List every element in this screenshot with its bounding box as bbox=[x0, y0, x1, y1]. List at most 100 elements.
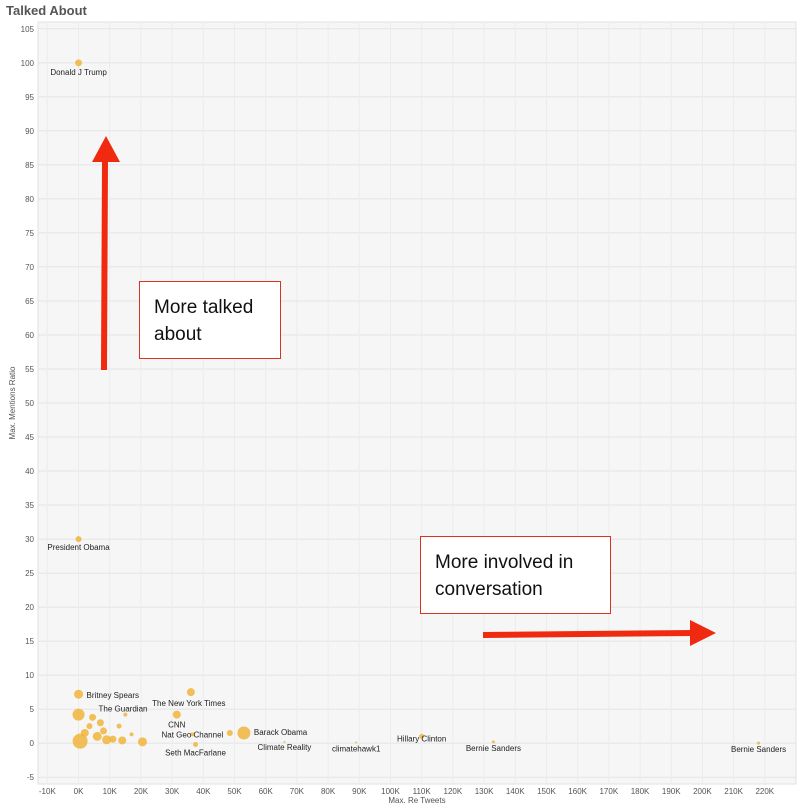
annotation-text: More talked about bbox=[154, 297, 254, 345]
y-tick-label: 100 bbox=[21, 59, 35, 68]
x-tick-label: 120K bbox=[444, 787, 463, 796]
annotation-text: More involved in conversation bbox=[435, 552, 574, 600]
x-tick-label: 210K bbox=[724, 787, 743, 796]
point-label: The New York Times bbox=[152, 699, 225, 708]
x-tick-label: 180K bbox=[631, 787, 650, 796]
data-point bbox=[226, 729, 233, 736]
y-tick-label: 30 bbox=[25, 535, 34, 544]
data-point bbox=[123, 712, 128, 717]
point-label: The Guardian bbox=[99, 705, 148, 714]
data-point bbox=[193, 742, 199, 748]
x-tick-label: 200K bbox=[693, 787, 712, 796]
data-point bbox=[491, 740, 495, 744]
point-label: President Obama bbox=[47, 543, 110, 552]
y-tick-label: 65 bbox=[25, 297, 34, 306]
annotation-more-involved: More involved in conversation bbox=[420, 536, 611, 614]
data-point bbox=[74, 689, 84, 699]
point-label: Nat Geo Channel bbox=[161, 730, 223, 739]
y-tick-label: 40 bbox=[25, 467, 34, 476]
data-point bbox=[96, 719, 104, 727]
title-bar: Talked About bbox=[0, 0, 800, 22]
point-label: Bernie Sanders bbox=[731, 745, 786, 754]
arrow-right-shaft bbox=[482, 630, 695, 638]
y-tick-label: 85 bbox=[25, 161, 34, 170]
x-tick-label: 40K bbox=[196, 787, 211, 796]
x-axis-label: Max. Re Tweets bbox=[388, 796, 445, 805]
y-tick-label: 0 bbox=[30, 739, 35, 748]
data-point bbox=[75, 536, 82, 543]
data-point bbox=[86, 723, 93, 730]
x-tick-label: 10K bbox=[103, 787, 118, 796]
data-point bbox=[186, 688, 195, 697]
chart-title: Talked About bbox=[6, 3, 87, 18]
data-point bbox=[109, 735, 117, 743]
y-tick-label: 95 bbox=[25, 93, 34, 102]
point-label: Donald J Trump bbox=[50, 68, 107, 77]
data-point bbox=[75, 59, 83, 67]
data-point bbox=[116, 723, 122, 729]
y-tick-label: -5 bbox=[27, 773, 35, 782]
point-label: Britney Spears bbox=[87, 691, 139, 700]
x-tick-label: 30K bbox=[165, 787, 180, 796]
y-tick-label: 105 bbox=[21, 25, 35, 34]
x-tick-label: 130K bbox=[475, 787, 494, 796]
data-point bbox=[190, 732, 195, 737]
x-tick-label: 100K bbox=[381, 787, 400, 796]
data-point bbox=[89, 713, 97, 721]
data-point bbox=[355, 741, 358, 744]
x-tick-label: 70K bbox=[290, 787, 305, 796]
x-tick-label: -10K bbox=[39, 787, 57, 796]
x-tick-label: 110K bbox=[413, 787, 432, 796]
y-tick-label: 20 bbox=[25, 603, 34, 612]
data-point bbox=[102, 735, 112, 745]
x-tick-label: 220K bbox=[755, 787, 774, 796]
point-label: Seth MacFarlane bbox=[165, 749, 226, 758]
point-label: climatehawk1 bbox=[332, 744, 381, 753]
data-point bbox=[419, 733, 425, 739]
data-point bbox=[118, 736, 127, 745]
arrow-up-shaft bbox=[101, 159, 108, 371]
y-tick-label: 55 bbox=[25, 365, 34, 374]
y-tick-label: 80 bbox=[25, 195, 34, 204]
y-tick-label: 5 bbox=[30, 705, 35, 714]
x-tick-label: 160K bbox=[568, 787, 587, 796]
y-tick-label: 90 bbox=[25, 127, 34, 136]
x-tick-label: 50K bbox=[227, 787, 242, 796]
data-point bbox=[172, 710, 181, 719]
annotation-more-talked-about: More talked about bbox=[139, 281, 281, 359]
y-tick-label: 10 bbox=[25, 671, 34, 680]
point-label: Barack Obama bbox=[254, 728, 308, 737]
data-point bbox=[72, 733, 88, 749]
point-label: Bernie Sanders bbox=[466, 744, 521, 753]
point-label: Climate Reality bbox=[258, 743, 312, 752]
x-tick-label: 90K bbox=[352, 787, 367, 796]
point-label: Hillary Clinton bbox=[397, 734, 446, 743]
y-tick-label: 70 bbox=[25, 263, 34, 272]
arrow-up-head bbox=[92, 136, 120, 162]
y-tick-label: 35 bbox=[25, 501, 34, 510]
data-point bbox=[100, 727, 108, 735]
y-tick-label: 75 bbox=[25, 229, 34, 238]
x-tick-label: 150K bbox=[537, 787, 556, 796]
y-tick-label: 45 bbox=[25, 433, 34, 442]
y-tick-label: 60 bbox=[25, 331, 34, 340]
data-point bbox=[283, 740, 286, 743]
x-tick-label: 170K bbox=[599, 787, 618, 796]
data-point bbox=[92, 731, 102, 741]
point-label: CNN bbox=[168, 721, 186, 730]
x-tick-label: 190K bbox=[662, 787, 681, 796]
y-tick-label: 15 bbox=[25, 637, 34, 646]
y-axis-label: Max. Mentions Ratio bbox=[8, 366, 17, 439]
x-tick-label: 0K bbox=[74, 787, 84, 796]
y-tick-label: 50 bbox=[25, 399, 34, 408]
data-point bbox=[72, 708, 85, 721]
y-tick-label: 25 bbox=[25, 569, 34, 578]
x-tick-label: 20K bbox=[134, 787, 149, 796]
data-point bbox=[237, 726, 251, 740]
data-point bbox=[137, 737, 147, 747]
data-point bbox=[757, 741, 761, 745]
x-tick-label: 60K bbox=[259, 787, 274, 796]
x-tick-label: 140K bbox=[506, 787, 525, 796]
x-tick-label: 80K bbox=[321, 787, 336, 796]
